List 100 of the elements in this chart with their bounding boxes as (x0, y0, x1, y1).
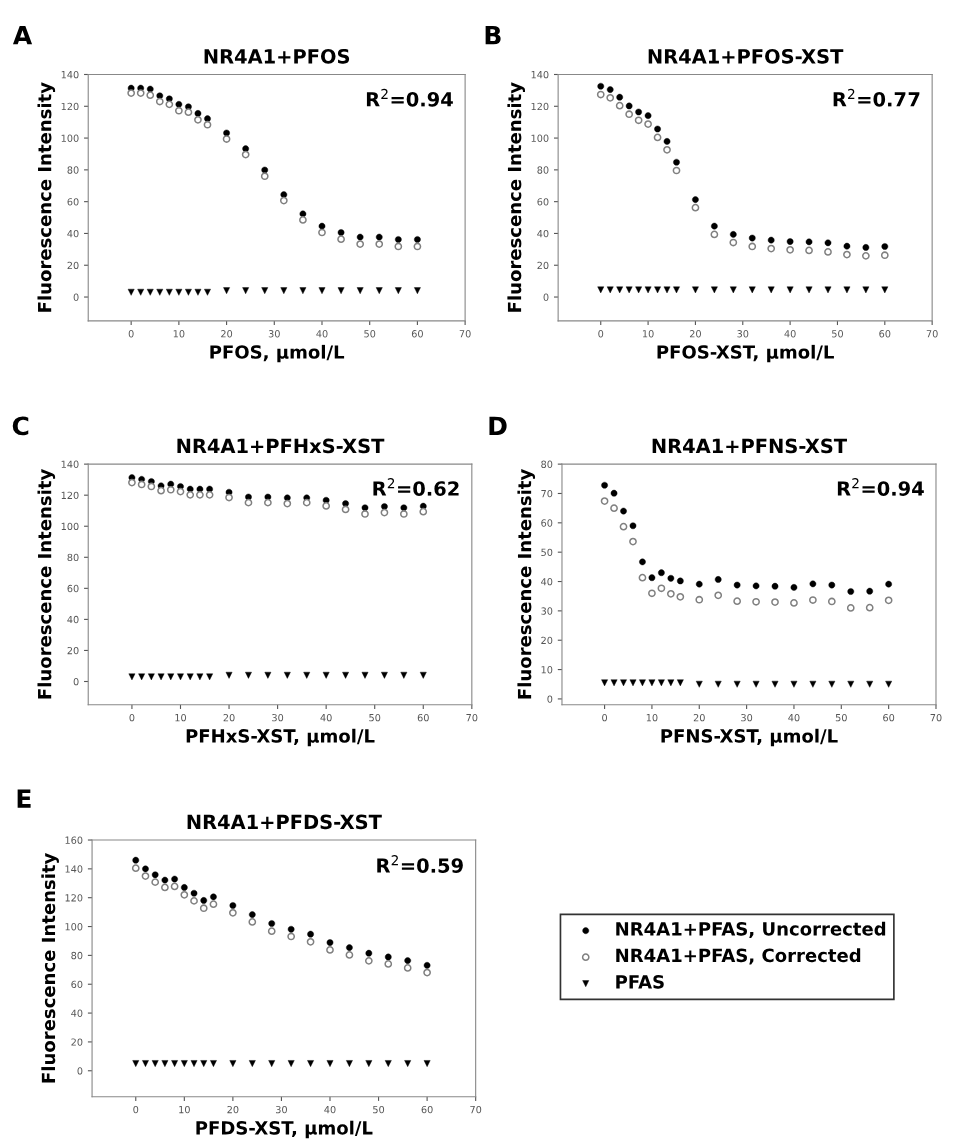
point (394, 242, 403, 251)
y-tick-label: 140 (531, 70, 549, 79)
y-axis-title: Fluorescence Intensity (37, 82, 56, 312)
point (805, 246, 813, 255)
y-tick-label: 0 (543, 293, 549, 301)
x-tick-label: 60 (411, 330, 423, 338)
point (638, 573, 647, 582)
x-tick-label: 0 (129, 713, 135, 722)
x-tick-label: 50 (832, 330, 843, 338)
text: A (12, 25, 33, 45)
point (241, 150, 250, 159)
x-tick-label: 70 (930, 713, 942, 722)
point (199, 904, 208, 913)
point (884, 596, 893, 605)
point (657, 584, 666, 593)
point (299, 216, 307, 224)
x-axis-title: PFOS-XST, µmol/L (657, 344, 834, 363)
point (824, 248, 832, 256)
point (653, 133, 662, 142)
y-tick-label: 20 (71, 1038, 83, 1046)
x-tick-label: 10 (642, 330, 654, 338)
point (157, 486, 165, 495)
point (229, 908, 237, 917)
point (137, 480, 146, 489)
x-tick-label: 20 (227, 1105, 239, 1114)
y-tick-label: 60 (67, 584, 79, 593)
y-tick-label: 20 (67, 261, 79, 270)
x-tick-label: 50 (835, 713, 847, 722)
point (222, 135, 231, 143)
point (326, 946, 334, 954)
point (733, 597, 742, 606)
y-tick-label: 80 (71, 951, 83, 960)
point (380, 508, 389, 517)
point (399, 510, 408, 518)
point (827, 597, 836, 606)
y-tick-label: 120 (61, 491, 79, 500)
point (771, 598, 779, 606)
point (710, 230, 719, 239)
x-tick-label: 0 (128, 330, 134, 338)
point (141, 872, 150, 880)
x-tick-label: 10 (173, 330, 185, 338)
y-tick-label: 140 (65, 865, 83, 873)
point (648, 589, 656, 598)
text: C (12, 416, 29, 436)
y-tick-label: 0 (73, 293, 79, 301)
point (600, 497, 609, 505)
legend-label: NR4A1+PFAS, Uncorrected (616, 921, 886, 938)
point (596, 90, 605, 99)
x-tick-label: 70 (470, 1105, 482, 1114)
point (196, 491, 204, 499)
point (384, 960, 393, 968)
text: D (489, 416, 507, 435)
y-tick-label: 0 (547, 695, 553, 703)
y-tick-label: 10 (541, 666, 553, 674)
y-tick-label: 160 (65, 836, 83, 844)
y-tick-label: 80 (67, 166, 79, 174)
y-axis-title: Fluorescence Intensity (41, 853, 59, 1083)
point (128, 478, 136, 487)
y-tick-label: 40 (71, 1009, 83, 1017)
x-tick-label: 0 (602, 713, 608, 722)
x-tick-label: 60 (421, 1105, 433, 1114)
x-tick-label: 20 (221, 330, 233, 338)
point (147, 482, 156, 491)
point (752, 582, 760, 590)
x-axis-title: PFOS, µmol/L (210, 344, 345, 363)
point (644, 120, 652, 128)
point (194, 115, 202, 124)
point (672, 166, 681, 175)
x-tick-label: 40 (320, 713, 332, 722)
point (260, 172, 269, 181)
point (248, 918, 257, 926)
y-tick-label: 60 (541, 519, 553, 527)
point (287, 932, 296, 941)
point (695, 595, 704, 604)
y-tick-label: 100 (531, 134, 549, 142)
x-tick-label: 70 (926, 330, 938, 338)
point (400, 671, 408, 679)
legend-label: PFAS (616, 974, 664, 989)
point (302, 498, 311, 507)
x-tick-label: 20 (689, 330, 701, 338)
point (306, 937, 315, 946)
point (619, 522, 628, 531)
y-tick-label: 40 (541, 578, 553, 586)
point (748, 242, 757, 251)
point (403, 964, 412, 972)
point (136, 89, 145, 97)
x-tick-label: 10 (179, 1105, 190, 1114)
point (175, 106, 183, 115)
y-tick-label: 100 (65, 923, 83, 931)
text: B (485, 25, 501, 45)
x-tick-label: 0 (133, 1105, 139, 1114)
point (244, 498, 253, 507)
y-tick-label: 40 (537, 229, 549, 238)
x-tick-label: 50 (373, 1105, 385, 1114)
point (345, 951, 354, 959)
y-tick-label: 30 (541, 607, 553, 615)
point (676, 592, 685, 601)
point (131, 864, 140, 873)
x-tick-label: 0 (598, 330, 604, 338)
annotation: R$^{2}$=0.62 (373, 478, 459, 496)
